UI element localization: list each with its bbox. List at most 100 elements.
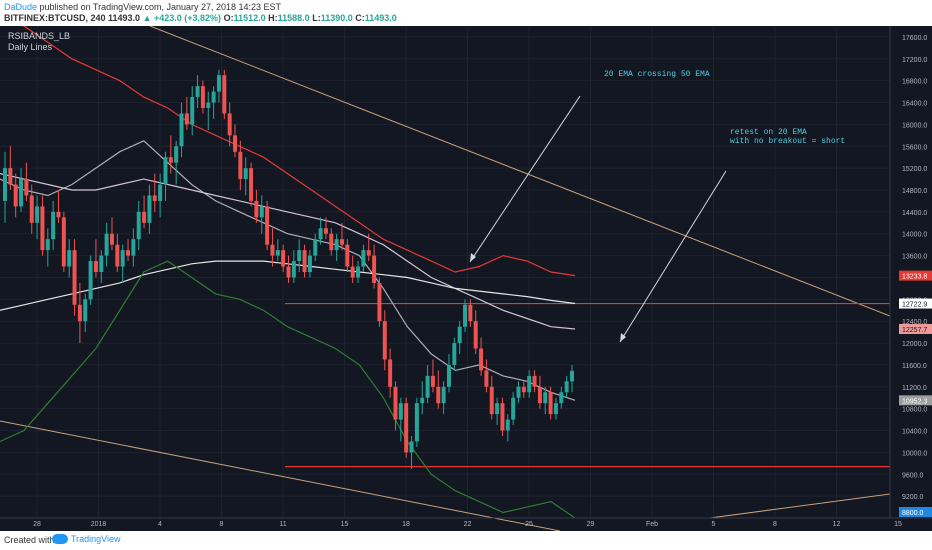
- close-value: 11493.0: [364, 13, 397, 23]
- candle-body: [19, 179, 24, 207]
- candle: [388, 348, 393, 398]
- x-tick-label: 25: [525, 521, 533, 528]
- chart-panel[interactable]: RSIBANDS_LB Daily Lines 20 EMA crossing …: [0, 26, 932, 531]
- candle-body: [67, 250, 72, 267]
- candle: [147, 184, 152, 234]
- candle-body: [313, 239, 318, 256]
- candle: [473, 310, 478, 354]
- y-tick-label: 10800.0: [902, 407, 927, 414]
- candle: [83, 293, 88, 333]
- author-link[interactable]: DaDude: [4, 2, 38, 12]
- price-label-bg: [899, 395, 932, 406]
- candle: [307, 250, 312, 278]
- candle: [56, 190, 61, 223]
- candle: [398, 397, 403, 442]
- candle: [468, 299, 473, 327]
- candle-body: [40, 206, 45, 251]
- candle-body: [345, 244, 350, 267]
- candle: [553, 397, 558, 420]
- candle: [409, 436, 414, 469]
- candle-body: [420, 397, 425, 404]
- candle-body: [222, 75, 227, 114]
- candle: [372, 244, 377, 289]
- candle-body: [136, 211, 141, 240]
- candle-body: [446, 364, 451, 387]
- price-label-text: 12722.9: [902, 302, 927, 309]
- candle-body: [3, 168, 7, 201]
- candle-body: [126, 250, 131, 256]
- trendline-upper[interactable]: [149, 26, 891, 317]
- candle-body: [404, 403, 409, 453]
- x-tick-label: 15: [341, 521, 349, 528]
- x-tick-label: 22: [464, 521, 472, 528]
- tradingview-logo[interactable]: TradingView: [52, 534, 121, 544]
- candle: [302, 244, 307, 278]
- candle-body: [275, 250, 280, 256]
- candle-body: [254, 200, 259, 218]
- candle-body: [430, 375, 435, 387]
- candle: [93, 239, 98, 278]
- candle: [158, 173, 163, 218]
- y-tick-label: 15200.0: [902, 166, 927, 173]
- candle: [286, 255, 291, 283]
- candle: [570, 364, 574, 393]
- annotation-retest-line1: retest on 20 EMA: [730, 128, 807, 137]
- price-label: 13233.8: [899, 270, 932, 281]
- grid: [0, 26, 899, 518]
- candle-body: [559, 392, 564, 404]
- candle-body: [270, 244, 275, 256]
- candle: [51, 200, 56, 251]
- series-line: [21, 26, 576, 277]
- candle-body: [35, 206, 40, 223]
- price-label-bg: [899, 298, 932, 309]
- candle: [393, 381, 398, 431]
- annotation-arrows: [469, 95, 727, 343]
- candle-body: [291, 261, 296, 278]
- x-tick-label: Feb: [646, 521, 658, 528]
- indicator-lines: [0, 26, 576, 519]
- price-chart[interactable]: RSIBANDS_LB Daily Lines 20 EMA crossing …: [0, 26, 932, 531]
- trendlines: [0, 26, 891, 531]
- candle: [291, 250, 296, 283]
- x-tick-label: 8: [773, 521, 777, 528]
- cloud-icon: [52, 534, 68, 544]
- trendline-rising[interactable]: [709, 493, 891, 519]
- price-label-bg: [899, 507, 932, 517]
- x-tick-label: 5: [712, 521, 716, 528]
- candle: [532, 370, 537, 393]
- candle: [366, 233, 371, 262]
- candle-body: [334, 239, 339, 251]
- candle-body: [61, 217, 66, 267]
- candle: [516, 381, 521, 404]
- candle-body: [527, 375, 532, 393]
- candle: [441, 381, 446, 415]
- candle-body: [532, 375, 537, 387]
- candle: [77, 282, 82, 344]
- candle: [88, 255, 93, 305]
- trendline-lower[interactable]: [0, 420, 561, 531]
- candle-body: [200, 86, 205, 108]
- candle-body: [51, 211, 56, 240]
- candle: [254, 190, 259, 223]
- candle-body: [163, 157, 168, 185]
- candle: [249, 162, 254, 207]
- candle-body: [29, 195, 34, 223]
- x-tick-label: 8: [220, 521, 224, 528]
- candle: [377, 277, 382, 327]
- candle-body: [473, 321, 478, 349]
- candle-body: [158, 184, 163, 201]
- candle: [109, 217, 114, 251]
- candle-body: [88, 261, 93, 300]
- series-line: [0, 260, 576, 311]
- candle-body: [297, 250, 302, 262]
- candle-body: [8, 168, 13, 185]
- y-tick-label: 11200.0: [902, 385, 927, 392]
- candle: [8, 146, 13, 190]
- y-tick-label: 14000.0: [902, 232, 927, 239]
- candle-body: [72, 250, 77, 305]
- candle: [142, 195, 147, 229]
- candle: [500, 397, 505, 436]
- candle-body: [393, 386, 398, 420]
- y-tick-label: 14400.0: [902, 210, 927, 217]
- candle: [270, 228, 275, 267]
